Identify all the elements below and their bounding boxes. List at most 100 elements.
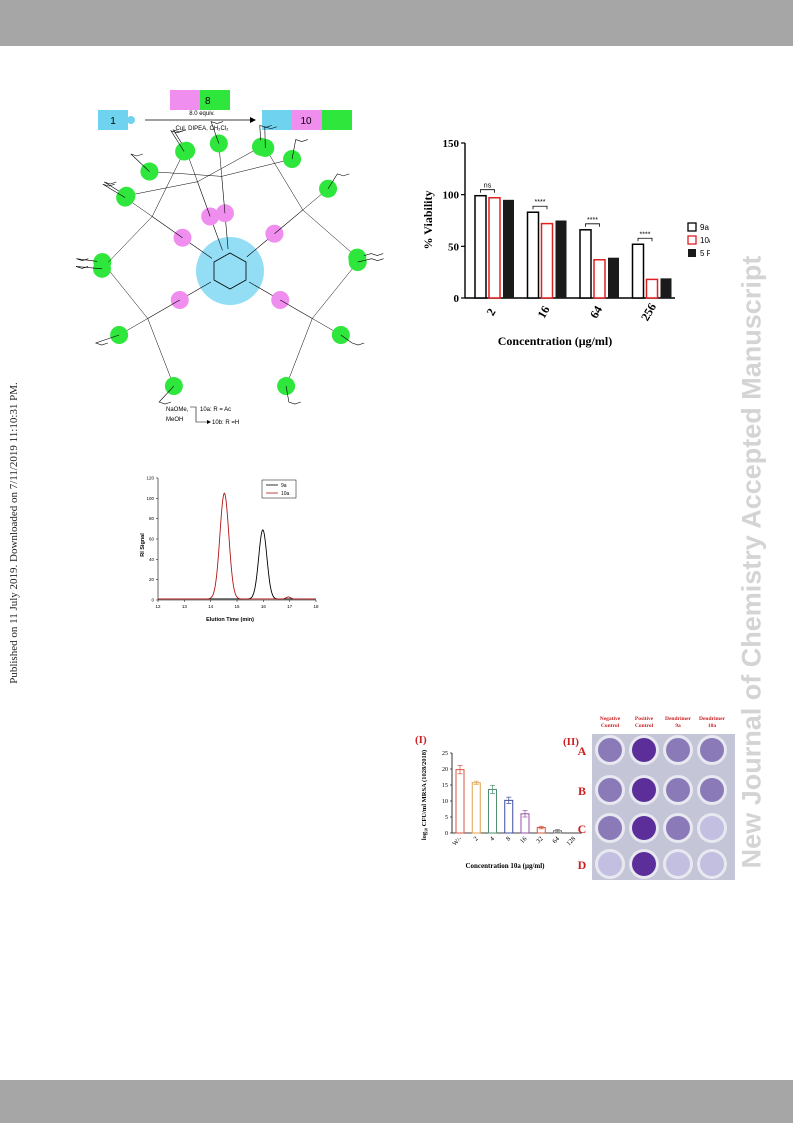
well-B2 (632, 778, 656, 802)
bar-4 (488, 788, 497, 834)
significance-label: **** (535, 199, 546, 206)
bar-W/- (455, 769, 465, 834)
panel-label-i: (I) (415, 734, 427, 746)
plate-row-label: C (578, 822, 587, 836)
x-tick-label: W/- (451, 835, 463, 847)
x-tick-label: 64 (587, 303, 605, 320)
reagent-label: 8 (205, 96, 211, 107)
legend-label: 10a (700, 236, 710, 245)
legend-label: 9a (700, 223, 709, 232)
bar-2 (471, 782, 481, 834)
significance-bracket (532, 205, 548, 210)
legend-label: 5 FU (700, 249, 710, 258)
well-D1 (598, 852, 622, 876)
panel-label-ii: (II) (563, 736, 579, 748)
x-tick-label: 15 (234, 604, 240, 609)
well-C3 (666, 816, 690, 840)
x-tick-label: 8 (505, 835, 512, 842)
reagent-linker-block (170, 90, 200, 110)
mrsa-cfu-chart: (I) 0 5 10 15 20 25 W/- 2 4 8 16 32 64 128 log₁₀ CFU/… (415, 734, 582, 870)
x-tick-label: 16 (534, 303, 552, 320)
x-axis-label: Concentration 10a (μg/ml) (465, 862, 545, 870)
deprotect-reagent-2: MeOH (166, 417, 183, 423)
plate-column-label-2: 9a (675, 723, 681, 729)
product-sugar-block (322, 110, 352, 130)
well-D3 (666, 852, 690, 876)
well-B3 (666, 778, 690, 802)
series-line-9a (158, 529, 316, 600)
x-tick-label: 13 (182, 604, 188, 609)
x-tick-label: 12 (155, 604, 161, 609)
x-tick-label: 18 (313, 604, 319, 609)
bar-9a-256 (631, 243, 645, 299)
x-tick-label: 2 (472, 835, 479, 842)
significance-label: ns (484, 183, 492, 190)
reactant-label: 1 (110, 116, 116, 127)
significance-bracket (585, 223, 600, 227)
x-tick-label: 64 (551, 835, 561, 845)
x-tick-label: 17 (287, 604, 293, 609)
y-tick-label: 0 (151, 598, 154, 603)
chart-legend: 9a 10a 5 FU (687, 222, 710, 258)
y-tick-label: 5 (445, 815, 448, 821)
bar-10a-2 (488, 197, 501, 299)
y-axis-label: % Viability (421, 190, 435, 249)
header-bar (0, 0, 793, 46)
y-tick-label: 50 (448, 241, 460, 253)
plate-column-label-2: 10a (708, 723, 717, 729)
reactant-block (98, 110, 128, 130)
well-C4 (700, 816, 724, 840)
bar-9a-64 (579, 229, 592, 299)
benzene-core (213, 252, 247, 290)
product-core-block (262, 110, 292, 130)
product-linker-block (292, 110, 322, 130)
y-tick-label: 120 (146, 476, 154, 481)
dendrimer-structure (75, 121, 384, 405)
x-axis-label: Elution Time (min) (206, 617, 254, 623)
synthesis-scheme: 1 8 8.0 equiv. CuI, DIPEA, CH₂Cl₂ 10 NaO… (75, 90, 384, 426)
plate-column-label-2: Control (635, 723, 654, 729)
bar-5FU-16 (555, 220, 567, 298)
bar-9a-16 (526, 211, 540, 299)
well-D4 (700, 852, 724, 876)
plate-row-label: B (578, 784, 586, 798)
gpc-chromatogram: 12 13 14 15 16 17 18 0 20 40 60 80 100 120 9a 10a Elu… (140, 476, 319, 624)
significance-label: **** (587, 217, 598, 224)
product-a-text: 10a: R = Ac (200, 407, 231, 413)
plate-row-label: D (578, 858, 587, 872)
significance-label: **** (640, 231, 651, 238)
equiv-text: 8.0 equiv. (189, 111, 215, 117)
bar-10a-256 (645, 278, 659, 299)
y-tick-label: 20 (149, 577, 155, 582)
well-A3 (666, 738, 690, 762)
legend-label-9a: 9a (281, 483, 287, 489)
plate-column-label-2: Control (601, 723, 620, 729)
y-tick-label: 0 (445, 831, 448, 837)
legend-label-10a: 10a (281, 491, 290, 497)
y-tick-label: 10 (442, 799, 448, 805)
conditions-text: CuI, DIPEA, CH₂Cl₂ (175, 126, 229, 132)
significance-bracket (637, 237, 653, 242)
chart-legend: 9a 10a (261, 479, 297, 499)
footer-bar (0, 1080, 793, 1123)
significance-bracket (480, 189, 495, 193)
well-B1 (598, 778, 622, 802)
series-line-10a (158, 492, 316, 600)
core-sphere (196, 237, 264, 305)
well-A2 (632, 738, 656, 762)
y-tick-label: 15 (442, 783, 448, 789)
reagent-sugar-block (200, 90, 230, 110)
product-b-text: 10b: R =H (212, 420, 239, 426)
bar-5FU-2 (503, 199, 514, 298)
x-axis-label: Concentration (μg/ml) (498, 334, 612, 348)
product-label: 10 (300, 116, 312, 127)
y-axis-label: RI Signal (140, 533, 146, 557)
bar-5FU-64 (608, 257, 619, 298)
deprotect-reagent-1: NaOMe, (166, 407, 189, 413)
bar-10a-64 (593, 259, 606, 299)
well-C1 (598, 816, 622, 840)
bar-10a-16 (540, 222, 554, 299)
plate-column-label: Negative (600, 716, 621, 722)
plate-row-label: A (578, 744, 587, 758)
well-C2 (632, 816, 656, 840)
